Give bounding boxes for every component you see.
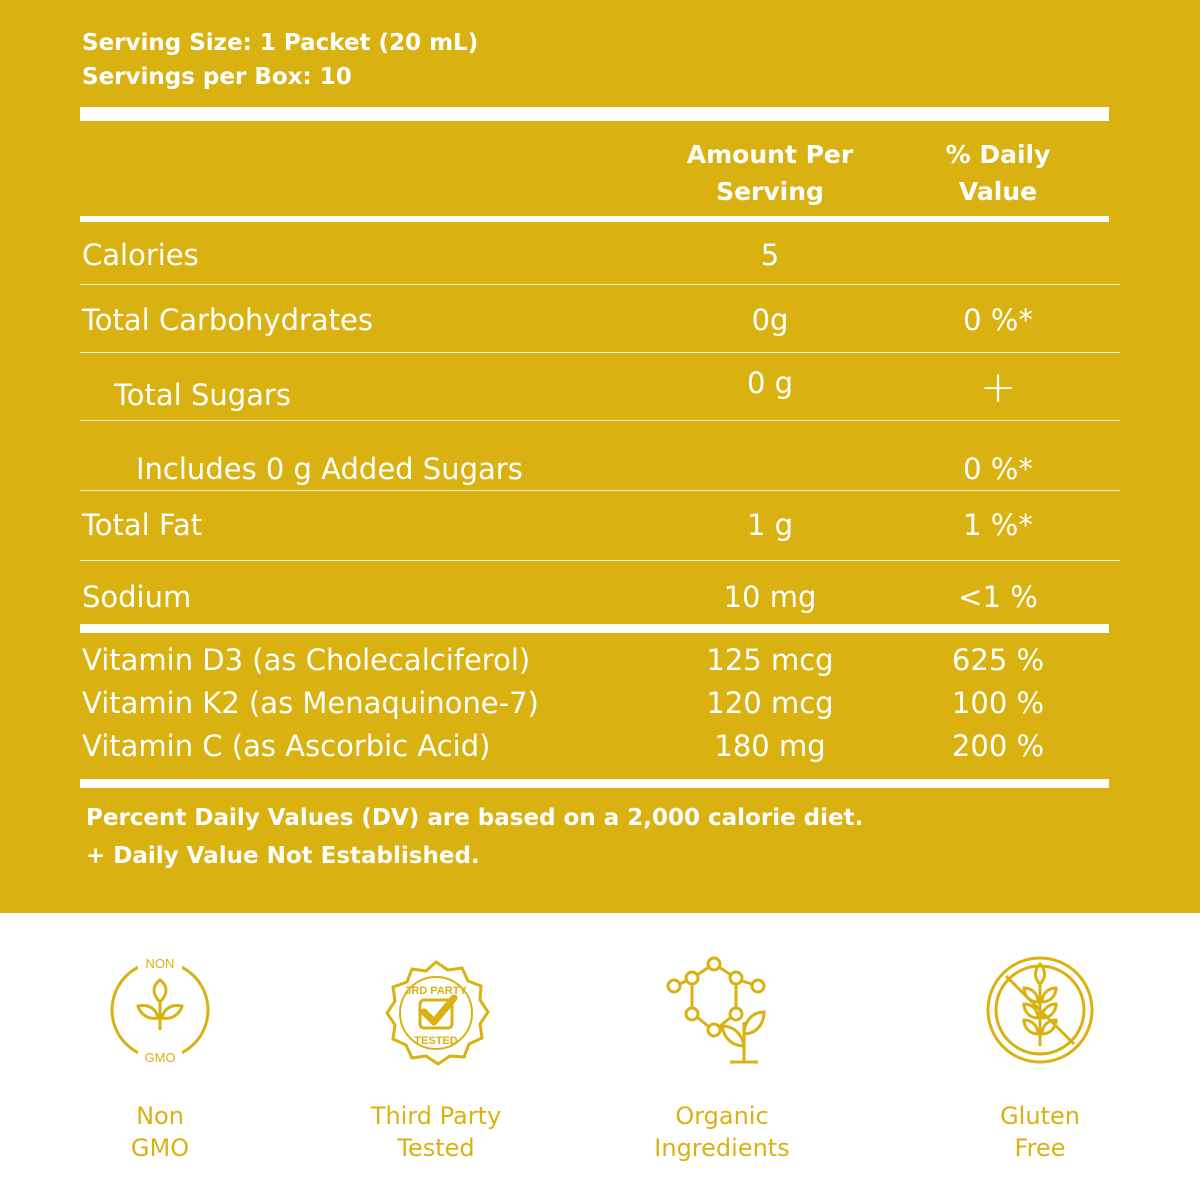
badge-label-line1: Third Party [370,1102,502,1130]
nutrient-name: Calories [82,238,199,272]
dv-header-line2: Value [958,177,1038,206]
badge-label-line2: Ingredients [654,1134,790,1162]
nutrient-daily-value: 0 %* [963,303,1033,337]
nutrient-amount: 5 [760,238,780,272]
nutrient-amount: 0g [751,303,789,337]
nutrient-name: Includes 0 g Added Sugars [136,452,523,486]
not-established-footnote: + Daily Value Not Established. [86,843,480,869]
nutrition-facts-panel: Serving Size: 1 Packet (20 mL) Servings … [0,0,1200,913]
vitamin-amount: 180 mg [714,729,826,763]
organic-ingredients-icon [666,956,766,1064]
vitamin-name: Vitamin C (as Ascorbic Acid) [82,729,491,763]
amount-header-line2: Serving [716,177,824,206]
row-divider [80,420,1120,421]
vitamin-daily-value: 200 % [951,729,1045,763]
badge-label-line2: Tested [397,1134,475,1162]
row-divider [80,352,1120,353]
ring-bottom-label: TESTED [414,1035,457,1047]
nutrient-name: Total Carbohydrates [82,303,374,337]
nutrient-amount: 1 g [746,508,794,542]
amount-per-serving-header: Amount Per Serving [660,136,880,210]
vitamin-amount: 125 mcg [706,643,834,677]
row-divider [80,284,1120,285]
vitamin-amount: 120 mcg [706,686,834,720]
ring-top-label: 3RD PARTY [405,985,467,997]
bottom-rule [80,779,1109,788]
nutrient-daily-value: + [979,362,1017,413]
servings-per-box: Servings per Box: 10 [82,64,352,90]
nutrient-name: Total Sugars [114,378,291,412]
third-party-tested-badge: 3RD PARTY TESTED [326,950,546,1090]
non-gmo-label: Non GMO [50,1100,270,1164]
nutrient-daily-value: 0 %* [963,452,1033,486]
vitamin-name: Vitamin D3 (as Cholecalciferol) [82,643,531,677]
third-party-tested-label: Third Party Tested [326,1100,546,1164]
badge-label-line1: Non [136,1102,184,1130]
daily-value-footnote: Percent Daily Values (DV) are based on a… [86,805,864,831]
header-rule [80,216,1109,222]
nutrient-amount: 10 mg [723,580,817,614]
gluten-free-label: Gluten Free [930,1100,1150,1164]
organic-ingredients-label: Organic Ingredients [612,1100,832,1164]
top-thick-rule [80,107,1109,121]
badge-label-line2: GMO [130,1134,190,1162]
non-gmo-icon: NON GMO [110,950,210,1070]
row-divider [80,560,1120,561]
third-party-tested-icon: 3RD PARTY TESTED [385,960,490,1066]
nutrient-name: Sodium [82,580,192,614]
ring-top-label: NON [146,956,175,971]
non-gmo-badge: NON GMO [50,950,270,1070]
row-divider [80,490,1120,491]
nutrient-amount: 0 g [746,366,794,400]
nutrient-daily-value: <1 % [958,580,1038,614]
vitamin-name: Vitamin K2 (as Menaquinone-7) [82,686,539,720]
badge-label-line1: Gluten [1000,1102,1080,1130]
ring-bottom-label: GMO [144,1050,175,1065]
amount-header-line1: Amount Per [686,140,854,169]
vitamin-daily-value: 625 % [951,643,1045,677]
dv-header-line1: % Daily [945,140,1051,169]
serving-size: Serving Size: 1 Packet (20 mL) [82,30,479,56]
vitamins-rule [80,624,1109,633]
gluten-free-badge [930,950,1150,1070]
organic-ingredients-badge [612,950,832,1090]
nutrient-name: Total Fat [82,508,203,542]
badge-label-line2: Free [1014,1134,1066,1162]
vitamin-daily-value: 100 % [951,686,1045,720]
nutrient-daily-value: 1 %* [963,508,1033,542]
daily-value-header: % Daily Value [898,136,1098,210]
gluten-free-icon [986,956,1094,1064]
badge-label-line1: Organic [675,1102,769,1130]
